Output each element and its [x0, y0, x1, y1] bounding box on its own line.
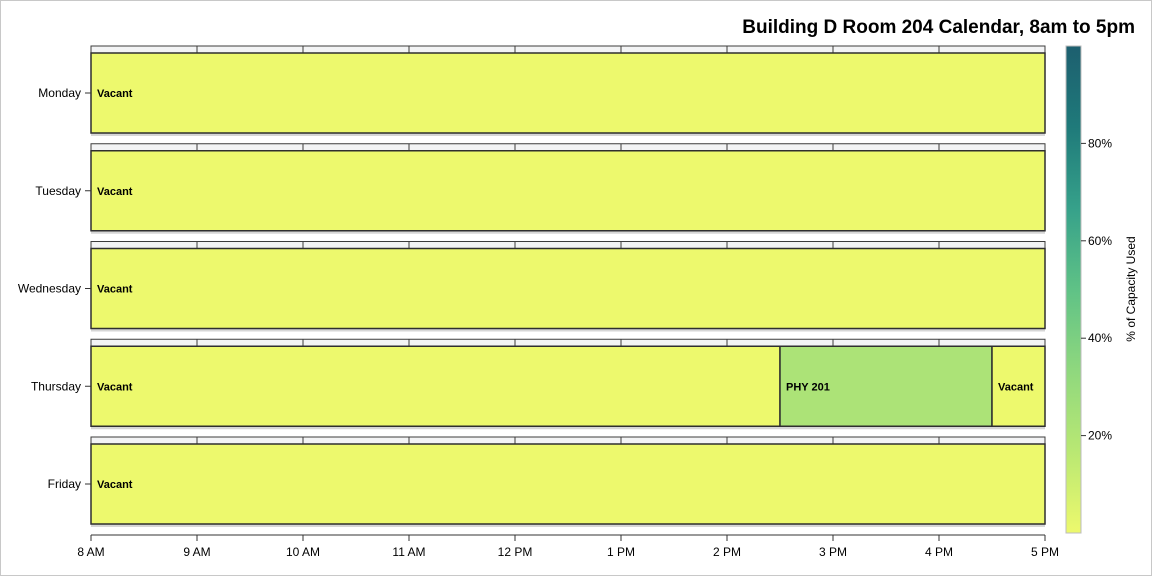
colorbar-tick-label: 20% — [1088, 429, 1112, 443]
row-separator — [91, 133, 1045, 136]
colorbar-tick-label: 60% — [1088, 234, 1112, 248]
row-separator — [91, 230, 1045, 234]
day-header-strip — [90, 338, 1046, 347]
block-label: Vacant — [998, 381, 1034, 393]
colorbar-tick-label: 80% — [1088, 136, 1112, 150]
schedule-block — [90, 52, 1046, 134]
x-tick-label: 8 AM — [77, 545, 104, 559]
block-label: Vacant — [97, 88, 133, 100]
x-tick-label: 5 PM — [1031, 545, 1059, 559]
day-label: Wednesday — [18, 282, 81, 296]
schedule-block — [991, 345, 1046, 427]
day-label: Thursday — [31, 379, 81, 393]
schedule-block — [779, 345, 993, 427]
x-tick-label: 11 AM — [392, 545, 425, 559]
x-tick-label: 9 AM — [183, 545, 210, 559]
x-tick-label: 12 PM — [498, 545, 533, 559]
block-label: Vacant — [97, 479, 133, 491]
x-tick-label: 3 PM — [819, 545, 847, 559]
day-header-strip — [90, 143, 1046, 152]
schedule-block — [90, 150, 1046, 232]
x-tick-label: 4 PM — [925, 545, 953, 559]
day-header-strip — [90, 436, 1046, 445]
chart-title: Building D Room 204 Calendar, 8am to 5pm — [742, 17, 1135, 38]
plot-area: Vacant Vacant Vacant Vacant PHY 201 Vacant Vac… — [18, 45, 1059, 559]
x-tick-label: 1 PM — [607, 545, 635, 559]
colorbar-title: % of Capacity Used — [1124, 236, 1138, 341]
schedule-block — [90, 345, 781, 427]
colorbar-scale — [1065, 45, 1082, 534]
block-label: Vacant — [97, 186, 133, 198]
block-label: Vacant — [97, 284, 133, 296]
day-label: Monday — [38, 86, 81, 100]
day-label: Tuesday — [35, 184, 81, 198]
block-label: Vacant — [97, 381, 133, 393]
row-separator — [91, 426, 1045, 430]
day-header-strip — [90, 241, 1046, 249]
row-separator — [91, 328, 1045, 332]
day-header-strip — [90, 45, 1046, 54]
x-tick-label: 2 PM — [713, 545, 741, 559]
block-label: PHY 201 — [786, 381, 830, 393]
x-tick-label: 10 AM — [286, 545, 320, 559]
schedule-block — [90, 443, 1046, 525]
colorbar: 20% 40% 60% 80% % of Capacity Used — [1065, 45, 1138, 534]
row-separator — [91, 524, 1045, 527]
colorbar-tick-label: 40% — [1088, 331, 1112, 345]
day-label: Friday — [48, 477, 81, 491]
schedule-block — [90, 247, 1046, 330]
